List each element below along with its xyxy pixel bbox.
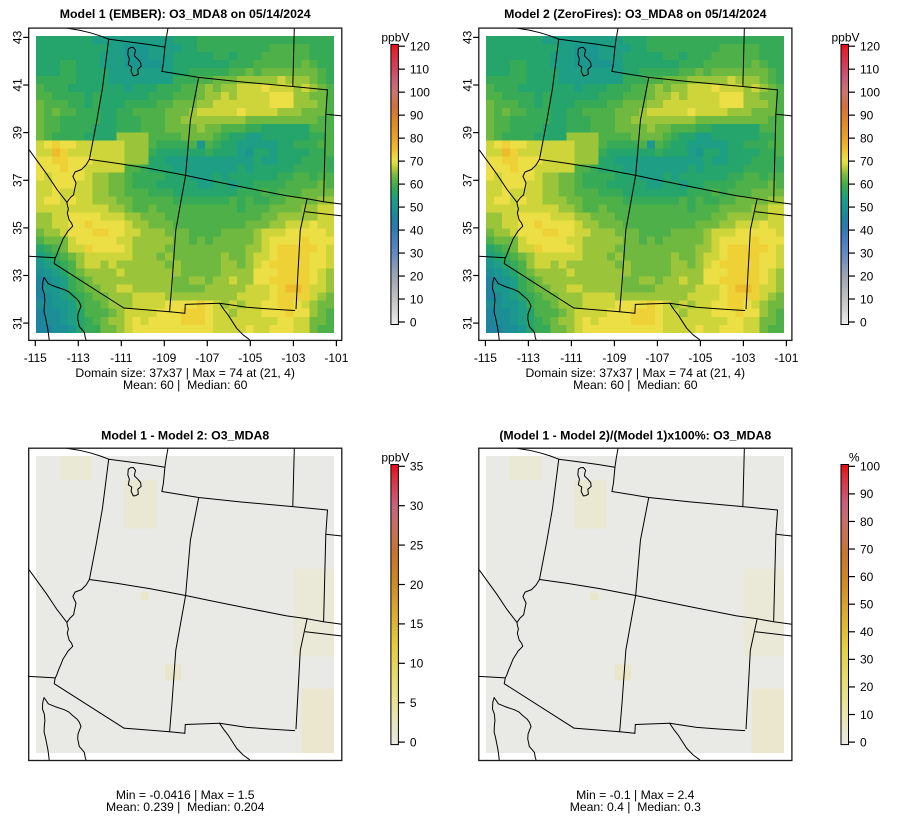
svg-text:-111: -111 [560,351,583,365]
svg-text:Mean: 0.4 | Median: 0.3: Mean: 0.4 | Median: 0.3 [570,800,701,814]
svg-text:30: 30 [410,246,424,260]
svg-text:100: 100 [860,85,880,99]
svg-text:-107: -107 [645,351,669,365]
svg-text:80: 80 [860,515,874,529]
svg-text:10: 10 [410,657,424,671]
svg-text:50: 50 [860,200,874,214]
svg-text:37: 37 [10,173,24,187]
svg-text:-111: -111 [110,351,133,365]
svg-text:-115: -115 [24,351,47,365]
svg-text:30: 30 [860,653,874,667]
svg-text:60: 60 [410,177,424,191]
svg-text:90: 90 [860,108,874,122]
svg-text:0: 0 [410,735,417,749]
svg-text:Min = -0.1 | Max = 2.4: Min = -0.1 | Max = 2.4 [576,788,695,802]
svg-text:80: 80 [410,131,424,145]
svg-text:Domain size: 37x37 | Max = 74: Domain size: 37x37 | Max = 74 at (21, 4) [525,366,745,380]
svg-text:110: 110 [860,62,879,76]
svg-text:70: 70 [860,542,874,556]
svg-text:Model 1 - Model 2: O3_MDA8: Model 1 - Model 2: O3_MDA8 [101,429,269,443]
svg-text:20: 20 [410,578,424,592]
svg-text:37: 37 [460,173,474,187]
svg-text:-109: -109 [152,351,176,365]
svg-text:20: 20 [410,269,424,283]
svg-text:-101: -101 [324,351,348,365]
svg-text:90: 90 [860,487,874,501]
svg-text:40: 40 [410,223,424,237]
svg-text:35: 35 [460,221,474,235]
svg-text:41: 41 [460,78,474,92]
svg-text:-107: -107 [195,351,219,365]
svg-text:40: 40 [860,625,874,639]
svg-text:ppbV: ppbV [831,30,859,44]
svg-text:Mean: 60 | Median: 60: Mean: 60 | Median: 60 [123,378,248,392]
svg-text:80: 80 [860,131,874,145]
svg-text:60: 60 [860,177,874,191]
svg-text:39: 39 [10,126,24,140]
svg-text:20: 20 [860,680,874,694]
svg-text:31: 31 [460,316,474,330]
svg-text:-113: -113 [67,351,90,365]
svg-text:90: 90 [410,108,424,122]
svg-text:30: 30 [410,499,424,513]
svg-text:50: 50 [410,200,424,214]
svg-text:30: 30 [860,246,874,260]
svg-text:-113: -113 [517,351,540,365]
svg-text:-101: -101 [774,351,798,365]
svg-text:-109: -109 [602,351,626,365]
svg-text:Domain size: 37x37 | Max = 74: Domain size: 37x37 | Max = 74 at (21, 4) [75,366,295,380]
svg-text:0: 0 [410,315,417,329]
svg-text:10: 10 [860,292,874,306]
svg-text:ppbV: ppbV [381,30,409,44]
svg-text:60: 60 [860,570,874,584]
svg-text:33: 33 [460,269,474,283]
svg-text:25: 25 [410,538,424,552]
svg-text:-105: -105 [238,351,262,365]
svg-text:33: 33 [10,269,24,283]
svg-text:-115: -115 [474,351,497,365]
svg-text:35: 35 [410,460,424,474]
svg-text:70: 70 [410,154,424,168]
svg-text:ppbV: ppbV [381,451,409,465]
svg-text:120: 120 [860,40,880,54]
svg-text:100: 100 [860,460,880,474]
svg-text:120: 120 [410,40,430,54]
svg-text:110: 110 [410,62,429,76]
svg-text:40: 40 [860,223,874,237]
svg-text:Model 1 (EMBER): O3_MDA8 on 05: Model 1 (EMBER): O3_MDA8 on 05/14/2024 [60,7,311,21]
svg-text:31: 31 [10,316,24,330]
svg-text:43: 43 [460,30,474,44]
svg-text:%: % [849,451,860,465]
svg-text:100: 100 [410,85,430,99]
svg-text:(Model 1 - Model 2)/(Model 1)x: (Model 1 - Model 2)/(Model 1)x100%: O3_M… [499,429,771,443]
svg-text:0: 0 [860,735,867,749]
svg-text:39: 39 [460,126,474,140]
svg-text:70: 70 [860,154,874,168]
svg-text:-103: -103 [281,351,305,365]
svg-text:Min = -0.0416 | Max = 1.5: Min = -0.0416 | Max = 1.5 [116,788,255,802]
svg-text:41: 41 [10,78,24,92]
svg-text:50: 50 [860,598,874,612]
svg-text:20: 20 [860,269,874,283]
svg-text:35: 35 [10,221,24,235]
svg-text:-105: -105 [688,351,712,365]
svg-text:5: 5 [410,696,417,710]
svg-text:10: 10 [410,292,424,306]
svg-text:15: 15 [410,617,424,631]
svg-text:43: 43 [10,30,24,44]
svg-text:0: 0 [860,315,867,329]
svg-text:Mean: 60 | Median: 60: Mean: 60 | Median: 60 [573,378,698,392]
svg-text:Mean: 0.239 | Median: 0.204: Mean: 0.239 | Median: 0.204 [106,800,265,814]
svg-text:10: 10 [860,708,874,722]
svg-text:Model 2 (ZeroFires): O3_MDA8 o: Model 2 (ZeroFires): O3_MDA8 on 05/14/20… [504,7,767,21]
svg-text:-103: -103 [731,351,755,365]
